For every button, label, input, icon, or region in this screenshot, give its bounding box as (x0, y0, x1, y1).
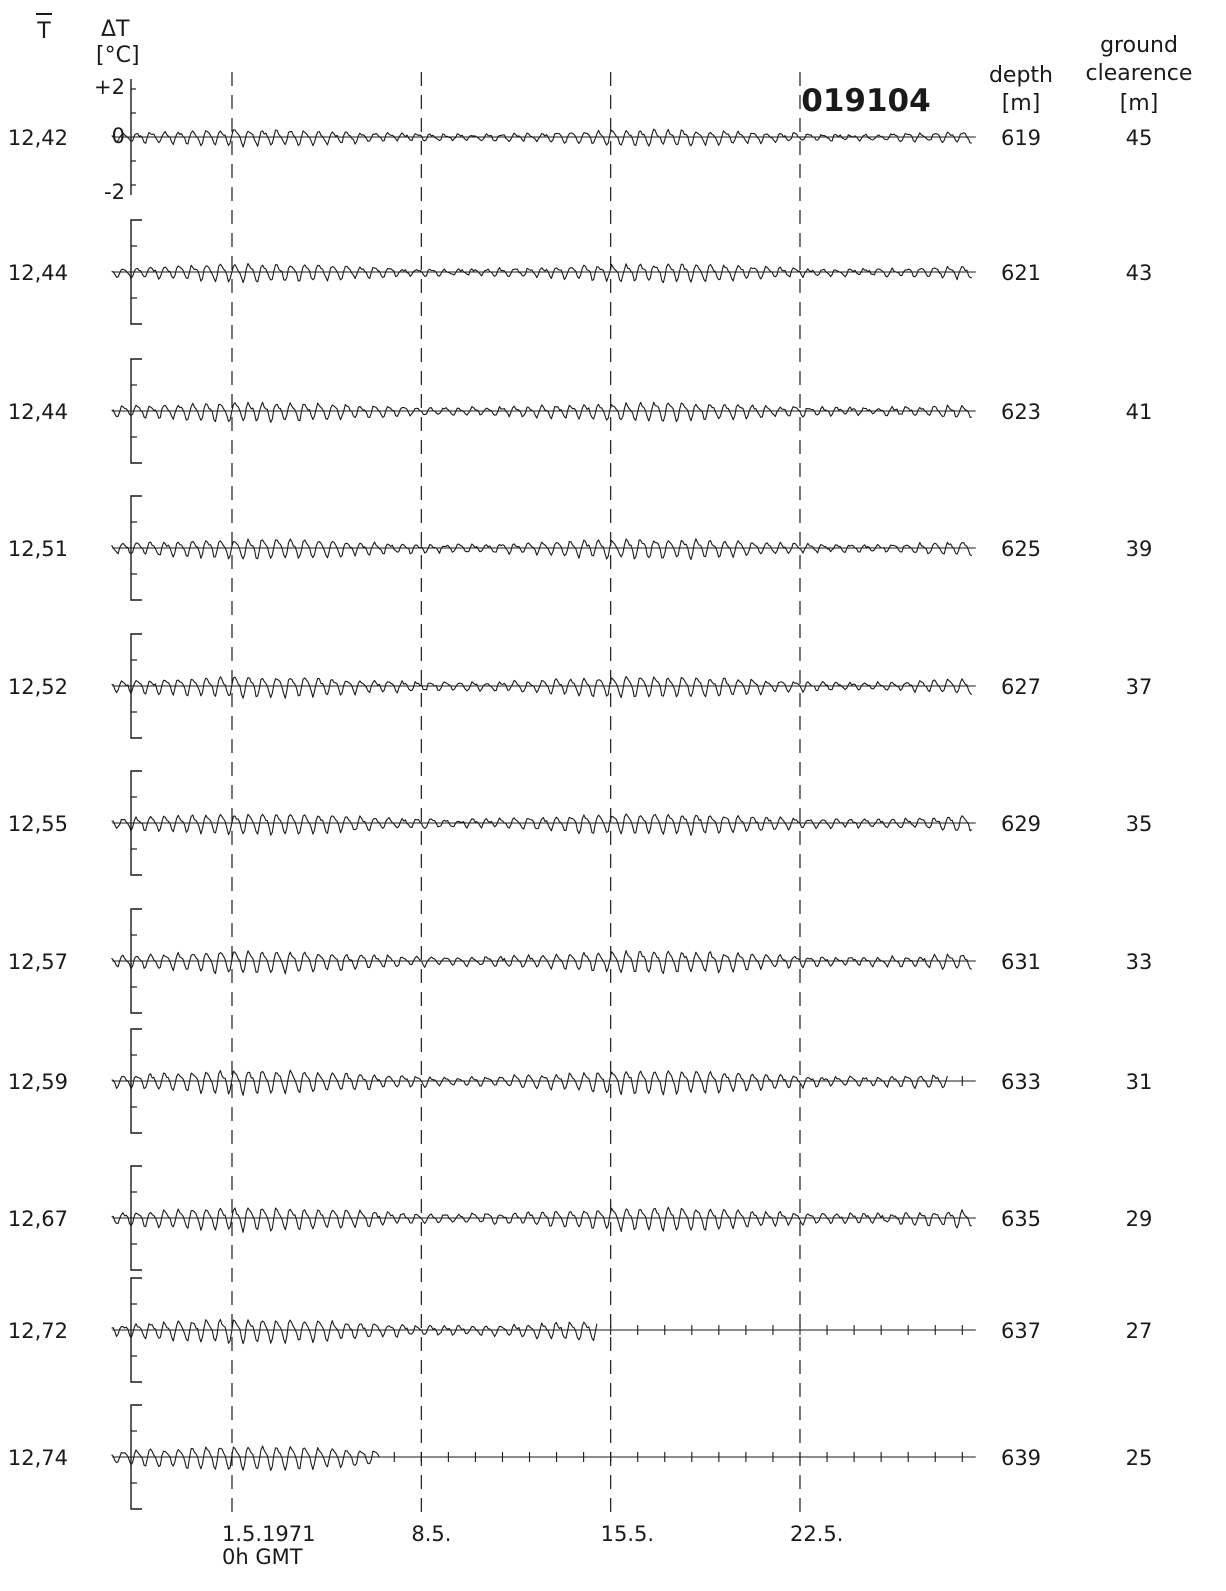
clearance-value: 27 (1126, 1319, 1153, 1343)
record-panel: 12,57 631 33 (8, 908, 1153, 1014)
tbar-value: 12,42 (8, 126, 68, 150)
x-tick-sublabel: 0h GMT (222, 1545, 303, 1569)
tbar-value: 12,72 (8, 1319, 68, 1343)
x-tick-label-0: 1.5.1971 (222, 1522, 316, 1546)
clearance-value: 41 (1126, 400, 1153, 424)
temperature-trace (111, 1069, 948, 1096)
x-tick-label-3: 22.5. (790, 1522, 843, 1546)
depth-value: 633 (1001, 1070, 1041, 1094)
temperature-trace (111, 1206, 972, 1233)
clearance-value: 29 (1126, 1207, 1153, 1231)
record-panel: 12,74 639 25 (8, 1404, 1153, 1510)
date-gridlines (231, 72, 801, 1518)
clearance-value: 43 (1126, 261, 1153, 285)
temperature-trace (111, 1445, 380, 1472)
depth-value: 621 (1001, 261, 1041, 285)
clearance-value: 45 (1126, 126, 1153, 150)
scale-bottom-label: -2 (104, 180, 125, 204)
clearance-unit: [m] (1120, 91, 1159, 116)
depth-value: 635 (1001, 1207, 1041, 1231)
depth-value: 619 (1001, 126, 1041, 150)
record-panel: 12,55 629 35 (8, 770, 1153, 876)
temperature-trace (111, 128, 972, 148)
record-panel: 12,52 627 37 (8, 633, 1153, 739)
tbar-value: 12,74 (8, 1446, 68, 1470)
temperature-trace (111, 401, 972, 423)
scale-top-label: +2 (94, 75, 125, 99)
tbar-header: T (36, 19, 51, 44)
tbar-value: 12,67 (8, 1207, 68, 1231)
depth-value: 625 (1001, 537, 1041, 561)
clearance-value: 37 (1126, 675, 1153, 699)
record-panels: 12,42 619 45 12,44 621 43 12,44 623 41 12,51 625 39… (8, 79, 1153, 1510)
record-panel: 12,72 637 27 (8, 1277, 1153, 1383)
depth-value: 627 (1001, 675, 1041, 699)
clearance-header-line1: ground (1100, 33, 1178, 58)
depth-value: 623 (1001, 400, 1041, 424)
tbar-value: 12,44 (8, 400, 68, 424)
temperature-trace (111, 813, 973, 836)
clearance-value: 39 (1126, 537, 1153, 561)
delta-t-header: ΔT (101, 17, 130, 42)
depth-value: 631 (1001, 950, 1041, 974)
x-tick-label-1: 8.5. (411, 1522, 451, 1546)
record-panel: 12,51 625 39 (8, 495, 1153, 601)
depth-unit: [m] (1002, 91, 1041, 116)
temperature-trace (111, 262, 972, 284)
tbar-value: 12,44 (8, 261, 68, 285)
temperature-trace (111, 675, 973, 699)
record-panel: 12,59 633 31 (8, 1028, 1153, 1134)
figure-id: 019104 (801, 83, 930, 119)
record-panel: 12,67 635 29 (8, 1165, 1153, 1271)
tbar-value: 12,52 (8, 675, 68, 699)
depth-value: 639 (1001, 1446, 1041, 1470)
tbar-value: 12,57 (8, 950, 68, 974)
temperature-trace (111, 538, 973, 561)
tbar-value: 12,51 (8, 537, 68, 561)
clearance-value: 33 (1126, 950, 1153, 974)
x-tick-label-2: 15.5. (601, 1522, 654, 1546)
record-panel: 12,44 623 41 (8, 358, 1153, 464)
depth-value: 637 (1001, 1319, 1041, 1343)
tbar-value: 12,59 (8, 1070, 68, 1094)
temperature-trace (111, 950, 973, 975)
depth-value: 629 (1001, 812, 1041, 836)
clearance-value: 31 (1126, 1070, 1153, 1094)
record-panel: 12,42 619 45 (8, 79, 1152, 195)
scale-zero-label: 0 (112, 124, 125, 148)
record-panel: 12,44 621 43 (8, 219, 1153, 325)
clearance-value: 35 (1126, 812, 1153, 836)
delta-t-unit: [°C] (96, 43, 140, 68)
depth-header: depth (989, 63, 1053, 88)
temperature-trace (111, 1318, 598, 1345)
clearance-header-line2: clearence (1086, 61, 1193, 86)
tbar-value: 12,55 (8, 812, 68, 836)
clearance-value: 25 (1126, 1446, 1153, 1470)
